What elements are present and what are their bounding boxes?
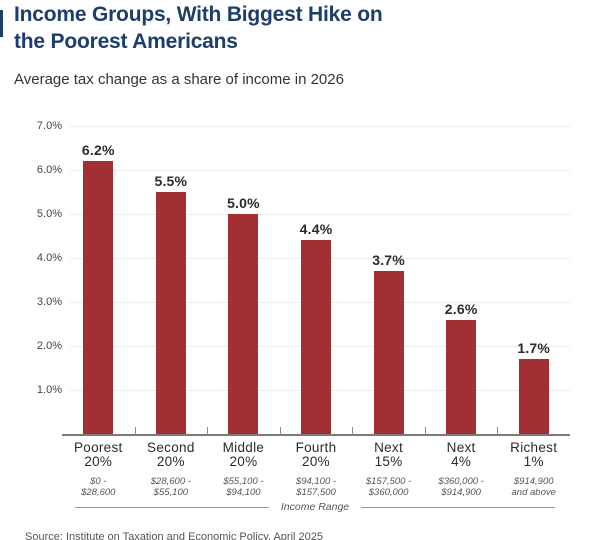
income-range-line-2: $914,900 (441, 486, 481, 498)
chart-title-line-2: the Poorest Americans (14, 30, 238, 53)
income-range-line-1: $914,900 (513, 476, 554, 487)
income-range-line-2: $28,600 (81, 486, 116, 498)
chart-title: Income Groups, With Biggest Hike on the … (14, 1, 383, 55)
x-axis-tick (497, 427, 499, 435)
x-axis-tick (352, 427, 354, 435)
x-category-share: 20% (229, 454, 258, 469)
x-axis-title-left-rule (75, 506, 269, 508)
x-category-income-range: $94,100 - $157,500 (280, 476, 353, 498)
income-range-line-1: $157,500 - (365, 476, 412, 487)
x-axis-title-right-rule (361, 506, 556, 508)
y-axis-tick-label: 7.0% (36, 120, 62, 132)
bar (301, 240, 331, 434)
income-range-line-1: $360,000 - (438, 476, 484, 487)
x-category-label: Second 20% $28,600 - $55,100 (135, 441, 208, 498)
x-category-group-name: Next (446, 440, 476, 455)
bar (518, 359, 549, 434)
x-category-label: Fourth 20% $94,100 - $157,500 (280, 441, 353, 498)
bar-value-label: 5.0% (227, 195, 260, 211)
y-axis-tick-label: 2.0% (36, 340, 62, 352)
x-category-label: Next 4% $360,000 - $914,900 (425, 441, 498, 498)
left-accent-bar (0, 10, 3, 37)
x-category-share: 4% (451, 454, 472, 469)
chart-title-line-1: Income Groups, With Biggest Hike on (14, 3, 383, 26)
x-category-label: Richest 1% $914,900 and above (497, 441, 570, 498)
x-category-group-name: Poorest (73, 440, 123, 455)
income-range-line-2: and above (511, 486, 556, 498)
income-range-line-2: $360,000 (368, 486, 409, 498)
income-range-line-1: $28,600 - (150, 476, 191, 487)
x-axis-title-row: Income Range (75, 501, 556, 513)
x-category-share: 1% (523, 454, 544, 469)
x-category-group-name: Second (147, 440, 195, 455)
x-category-group-name: Fourth (295, 440, 337, 455)
x-category-group-name: Next (374, 440, 404, 455)
bar-value-label: 1.7% (517, 340, 551, 357)
chart-subtitle: Average tax change as a share of income … (14, 71, 344, 88)
gridline (70, 126, 570, 127)
income-range-line-1: $0 - (90, 476, 107, 487)
y-axis-tick-label: 5.0% (36, 208, 62, 220)
y-axis-tick-label: 6.0% (36, 164, 62, 176)
income-range-line-1: $94,100 - (295, 476, 337, 487)
income-range-line-1: $55,100 - (223, 476, 264, 487)
bar-value-label: 5.5% (154, 173, 188, 189)
income-range-line-2: $157,500 (296, 486, 336, 498)
x-axis-title: Income Range (280, 501, 350, 513)
y-axis-tick-label: 3.0% (36, 296, 62, 308)
bar (373, 271, 404, 434)
gridline (70, 170, 570, 171)
income-range-line-2: $94,100 (226, 486, 261, 498)
bar-value-label: 2.6% (444, 300, 478, 317)
x-axis-tick (279, 427, 281, 435)
bar-value-label: 3.7% (372, 252, 405, 269)
source-note: Source: Institute on Taxation and Econom… (25, 531, 323, 540)
x-category-label: Middle 20% $55,100 - $94,100 (207, 441, 280, 498)
x-category-share: 20% (302, 454, 330, 469)
gridline (70, 214, 570, 215)
x-category-label: Next 15% $157,500 - $360,000 (352, 441, 425, 498)
bar (446, 319, 477, 434)
x-category-income-range: $0 - $28,600 (62, 476, 135, 498)
x-axis-tick (134, 427, 136, 435)
x-axis-line (62, 434, 570, 436)
bar (83, 161, 114, 434)
x-axis-tick (424, 427, 426, 435)
bar (155, 192, 186, 434)
x-category-group-name: Middle (222, 440, 265, 455)
x-category-share: 20% (84, 454, 113, 469)
bar (228, 214, 259, 434)
x-category-income-range: $360,000 - $914,900 (425, 476, 498, 498)
x-category-group-name: Richest (510, 440, 558, 455)
y-axis-tick-label: 1.0% (36, 384, 62, 396)
x-category-income-range: $28,600 - $55,100 (135, 476, 208, 498)
x-category-income-range: $55,100 - $94,100 (207, 476, 280, 498)
x-category-income-range: $914,900 and above (497, 476, 570, 498)
income-range-line-2: $55,100 (153, 486, 189, 498)
x-axis-tick (207, 427, 209, 435)
x-category-share: 15% (374, 454, 403, 469)
x-category-share: 20% (156, 454, 185, 469)
x-category-income-range: $157,500 - $360,000 (352, 476, 425, 498)
x-category-label: Poorest 20% $0 - $28,600 (62, 441, 135, 498)
bar-value-label: 4.4% (299, 221, 333, 238)
bar-value-label: 6.2% (81, 142, 115, 159)
y-axis-tick-label: 4.0% (36, 252, 62, 264)
